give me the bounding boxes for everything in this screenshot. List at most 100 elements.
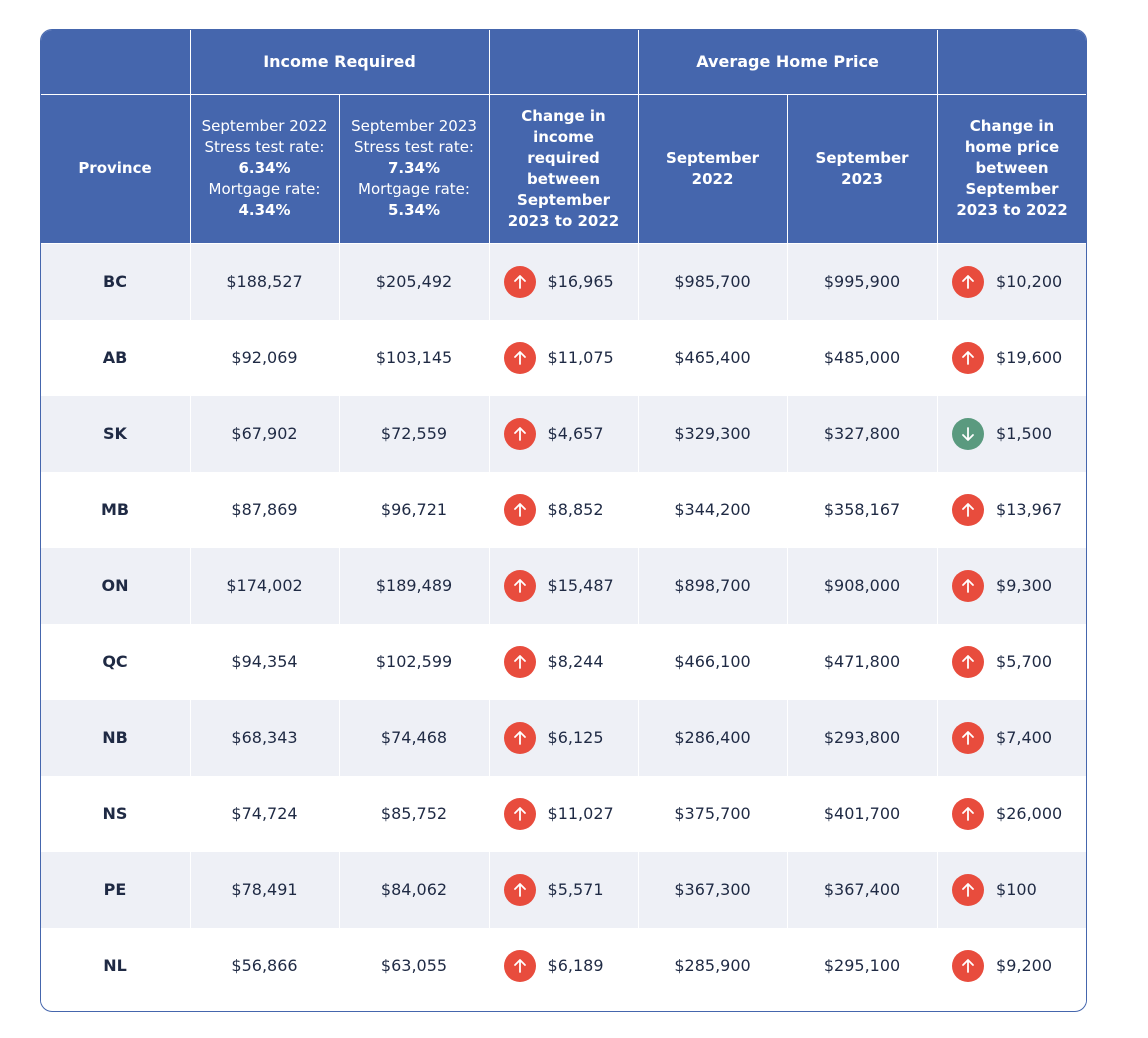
income-change-cell: $6,125	[488, 699, 639, 776]
price-2023-cell: $908,000	[786, 547, 938, 624]
income-change-cell: $15,487	[488, 547, 639, 624]
income-2023-cell: $205,492	[338, 243, 490, 320]
group-header-income: Income Required	[189, 30, 490, 95]
header-line: September	[815, 148, 909, 167]
header-line: September	[965, 180, 1059, 198]
arrow-down-icon	[952, 417, 985, 450]
group-header-empty	[488, 30, 639, 95]
income-2023-cell: $102,599	[338, 623, 490, 700]
header-line: Stress test rate:	[354, 138, 474, 156]
header-line: September 2022	[201, 117, 328, 135]
price-change-cell: $10,200	[936, 243, 1086, 320]
price-2023-cell: $293,800	[786, 699, 938, 776]
group-header-empty	[41, 30, 191, 95]
column-header-price-2023: September 2023	[786, 93, 938, 244]
price-2022-cell: $286,400	[637, 699, 788, 776]
affordability-table-frame: Income Required Average Home Price Provi…	[40, 29, 1087, 1012]
arrow-up-icon	[952, 949, 985, 982]
header-line: Mortgage rate:	[208, 180, 321, 198]
income-change-cell: $6,189	[488, 927, 639, 1004]
header-line: home price	[964, 138, 1060, 156]
header-line: 6.34%	[238, 159, 291, 177]
table-row: MB $87,869 $96,721 $8,852 $344,200 $358,167 $1…	[41, 471, 1086, 548]
income-change-cell: $16,965	[488, 243, 639, 320]
header-line: 7.34%	[387, 159, 441, 177]
table-row: SK $67,902 $72,559 $4,657 $329,300 $327,800 $1…	[41, 395, 1086, 472]
header-line: September	[666, 148, 760, 167]
column-header-income-2022: September 2022 Stress test rate: 6.34% M…	[189, 93, 340, 244]
arrow-up-icon	[503, 265, 536, 298]
header-line: September 2023	[351, 117, 477, 135]
province-cell: NB	[41, 699, 191, 776]
price-change-value: $19,600	[996, 348, 1063, 367]
header-line: between	[527, 169, 600, 188]
price-2023-cell: $401,700	[786, 775, 938, 852]
arrow-up-icon	[503, 949, 536, 982]
arrow-up-icon	[952, 265, 985, 298]
header-line: required	[527, 148, 600, 167]
table-row: NL $56,866 $63,055 $6,189 $285,900 $295,100 $9…	[41, 927, 1086, 1004]
province-cell: NL	[41, 927, 191, 1004]
income-change-value: $6,125	[547, 728, 604, 747]
province-cell: PE	[41, 851, 191, 928]
arrow-up-icon	[503, 873, 536, 906]
income-change-cell: $4,657	[488, 395, 639, 472]
income-2023-cell: $72,559	[338, 395, 490, 472]
price-change-cell: $9,200	[936, 927, 1086, 1004]
price-change-cell: $26,000	[936, 775, 1086, 852]
arrow-up-icon	[952, 569, 985, 602]
income-2023-cell: $85,752	[338, 775, 490, 852]
province-cell: SK	[41, 395, 191, 472]
column-header-price-change: Change in home price between September 2…	[936, 93, 1086, 244]
arrow-up-icon	[952, 873, 985, 906]
income-change-value: $8,852	[547, 500, 604, 519]
income-2023-cell: $63,055	[338, 927, 490, 1004]
price-change-value: $5,700	[996, 652, 1053, 671]
table-row: PE $78,491 $84,062 $5,571 $367,300 $367,400 $1…	[41, 851, 1086, 928]
income-2022-cell: $78,491	[189, 851, 340, 928]
income-2022-cell: $188,527	[189, 243, 340, 320]
table-row: BC $188,527 $205,492 $16,965 $985,700 $995,90…	[41, 243, 1086, 320]
price-2022-cell: $344,200	[637, 471, 788, 548]
income-2022-cell: $87,869	[189, 471, 340, 548]
arrow-up-icon	[503, 341, 536, 374]
arrow-up-icon	[952, 721, 985, 754]
arrow-up-icon	[952, 341, 985, 374]
price-2022-cell: $375,700	[637, 775, 788, 852]
affordability-table: Income Required Average Home Price Provi…	[41, 30, 1086, 1004]
income-change-cell: $5,571	[488, 851, 639, 928]
income-change-value: $11,075	[547, 348, 614, 367]
column-header-income-change: Change in income required between Septem…	[488, 93, 639, 244]
price-2022-cell: $985,700	[637, 243, 788, 320]
price-change-value: $9,200	[996, 956, 1053, 975]
arrow-up-icon	[503, 645, 536, 678]
header-line: Change in	[969, 117, 1055, 135]
header-line: 2023 to 2022	[956, 201, 1068, 219]
arrow-up-icon	[952, 493, 985, 526]
price-2022-cell: $367,300	[637, 851, 788, 928]
income-change-value: $15,487	[547, 576, 614, 595]
income-2022-cell: $92,069	[189, 319, 340, 396]
income-change-value: $16,965	[547, 272, 614, 291]
price-2023-cell: $358,167	[786, 471, 938, 548]
province-cell: NS	[41, 775, 191, 852]
header-line: Mortgage rate:	[358, 180, 470, 198]
price-change-value: $9,300	[996, 576, 1053, 595]
group-header-empty	[936, 30, 1086, 95]
table-row: AB $92,069 $103,145 $11,075 $465,400 $485,000…	[41, 319, 1086, 396]
price-change-value: $10,200	[996, 272, 1063, 291]
table-row: ON $174,002 $189,489 $15,487 $898,700 $908,00…	[41, 547, 1086, 624]
header-line: 2023	[841, 169, 883, 188]
price-change-cell: $19,600	[936, 319, 1086, 396]
column-header-price-2022: September 2022	[637, 93, 788, 244]
arrow-up-icon	[952, 645, 985, 678]
table-body: BC $188,527 $205,492 $16,965 $985,700 $995,90…	[41, 243, 1086, 1004]
price-2022-cell: $329,300	[637, 395, 788, 472]
column-header-row: Province September 2022 Stress test rate…	[41, 93, 1086, 244]
price-change-cell: $9,300	[936, 547, 1086, 624]
province-cell: ON	[41, 547, 191, 624]
income-change-value: $8,244	[547, 652, 604, 671]
income-change-cell: $8,244	[488, 623, 639, 700]
arrow-up-icon	[503, 797, 536, 830]
price-2023-cell: $367,400	[786, 851, 938, 928]
